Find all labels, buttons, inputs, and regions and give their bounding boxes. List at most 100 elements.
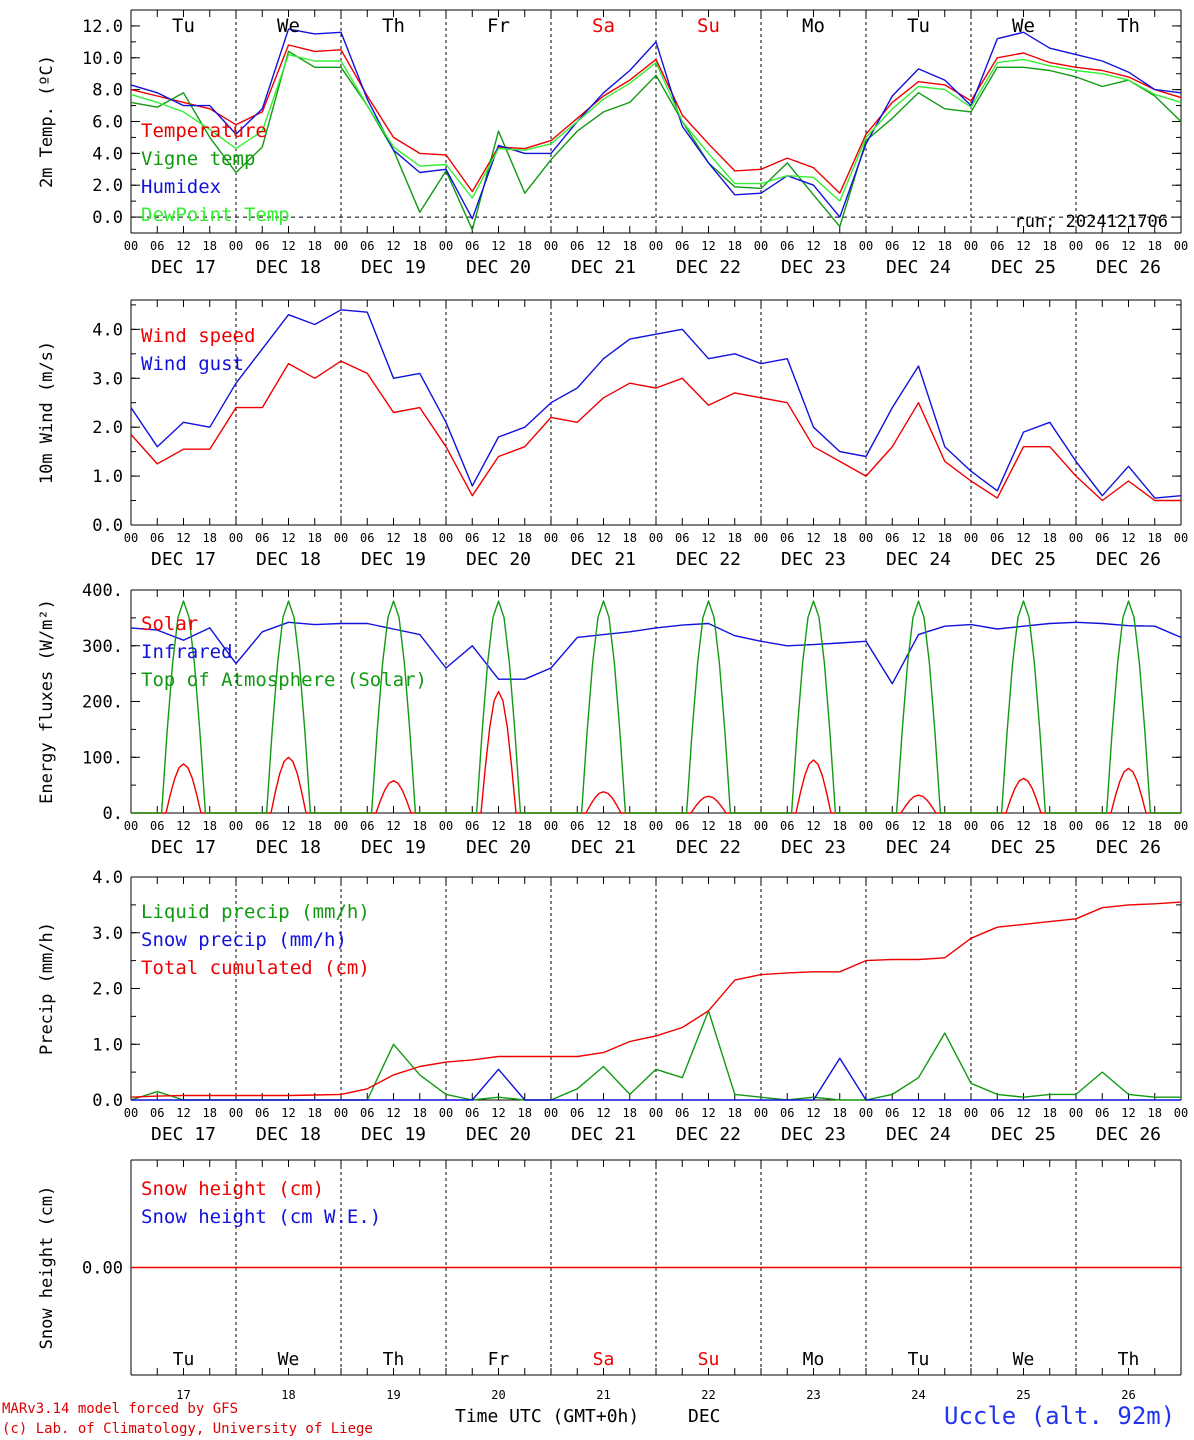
y-tick-label: 12.0 [82, 17, 123, 37]
hour-tick-label: 06 [990, 239, 1004, 253]
y-tick-label: 3.0 [92, 924, 123, 944]
hour-tick-label: 18 [518, 531, 532, 545]
hour-tick-label: 12 [386, 531, 400, 545]
hour-tick-label: 06 [885, 531, 899, 545]
hour-tick-label: 18 [308, 239, 322, 253]
legend-entry: Snow height (cm) [141, 1178, 324, 1200]
y-tick-label: 2.0 [92, 980, 123, 1000]
y-tick-label: 8.0 [92, 81, 123, 101]
hour-tick-label: 18 [728, 531, 742, 545]
day-abbr: We [1013, 1349, 1035, 1370]
hour-tick-label: 18 [518, 239, 532, 253]
panel-2: 00 06 12 18 DEC 17 00 06 12 18 DEC 18 00 06 12 18 DEC … [37, 299, 1188, 570]
day-number: 24 [911, 1388, 925, 1402]
series-snow-precip-mm-h [131, 1057, 1181, 1101]
date-label: DEC 22 [676, 1124, 741, 1145]
date-label: DEC 19 [361, 1124, 426, 1145]
hour-tick-label: 00 [964, 819, 978, 833]
day-number: 26 [1121, 1388, 1135, 1402]
credit-line-1: MARv3.14 model forced by GFS [2, 1401, 239, 1417]
hour-tick-label: 00 [439, 531, 453, 545]
x-axis-label: Time UTC (GMT+0h) [455, 1406, 640, 1427]
date-label: DEC 25 [991, 257, 1056, 278]
day-abbr: Th [383, 1349, 405, 1370]
y-axis-label: Precip (mm/h) [37, 922, 57, 1055]
series-top-of-atmosphere-solar [131, 600, 1181, 814]
hour-tick-label: 00 [229, 1106, 243, 1120]
hour-tick-label: 18 [203, 1106, 217, 1120]
hour-tick-label: 18 [938, 819, 952, 833]
day-number: 23 [806, 1388, 820, 1402]
y-axis-label: 10m Wind (m/s) [37, 341, 57, 484]
date-label: DEC 25 [991, 837, 1056, 858]
hour-tick-label: 12 [1121, 1106, 1135, 1120]
series-wind-gust [130, 309, 1182, 499]
hour-tick-label: 18 [728, 819, 742, 833]
hour-tick-label: 18 [518, 819, 532, 833]
hour-tick-label: 06 [150, 819, 164, 833]
series-total-cumulated-cm [130, 901, 1182, 1098]
y-tick-label: 0. [103, 804, 123, 824]
date-label: DEC 25 [991, 1124, 1056, 1145]
date-label: DEC 22 [676, 549, 741, 570]
hour-tick-label: 00 [1174, 1106, 1188, 1120]
day-abbr: Fr [487, 15, 510, 37]
hour-tick-label: 18 [623, 819, 637, 833]
date-label: DEC 19 [361, 257, 426, 278]
hour-tick-label: 00 [859, 239, 873, 253]
day-abbr: Mo [803, 1349, 825, 1370]
hour-tick-label: 00 [649, 239, 663, 253]
hour-tick-label: 18 [1148, 239, 1162, 253]
hour-tick-label: 00 [439, 1106, 453, 1120]
day-number: 18 [281, 1388, 295, 1402]
hour-tick-label: 18 [413, 531, 427, 545]
hour-tick-label: 12 [1121, 819, 1135, 833]
hour-tick-label: 12 [281, 531, 295, 545]
date-label: DEC 24 [886, 257, 951, 278]
y-tick-label: 1.0 [92, 467, 123, 487]
y-tick-label: 10.0 [82, 49, 123, 69]
hour-tick-label: 00 [754, 239, 768, 253]
hour-tick-label: 18 [623, 531, 637, 545]
month-label: DEC [688, 1406, 721, 1427]
day-abbr: Tu [907, 15, 930, 37]
day-abbr: Tu [908, 1349, 930, 1370]
hour-tick-label: 12 [911, 1106, 925, 1120]
hour-tick-label: 06 [465, 239, 479, 253]
hour-tick-label: 12 [281, 239, 295, 253]
hour-tick-label: 06 [150, 239, 164, 253]
hour-tick-label: 18 [623, 239, 637, 253]
hour-tick-label: 12 [176, 239, 190, 253]
hour-tick-label: 00 [1174, 239, 1188, 253]
date-label: DEC 25 [991, 549, 1056, 570]
hour-tick-label: 18 [833, 1106, 847, 1120]
day-abbr: Th [382, 15, 405, 37]
hour-tick-label: 06 [360, 531, 374, 545]
date-label: DEC 23 [781, 837, 846, 858]
series-wind-speed [130, 360, 1181, 502]
date-label: DEC 23 [781, 549, 846, 570]
date-label: DEC 18 [256, 1124, 321, 1145]
hour-tick-label: 18 [308, 819, 322, 833]
hour-tick-label: 06 [570, 819, 584, 833]
series-infrared [130, 621, 1182, 685]
date-label: DEC 21 [571, 1124, 636, 1145]
hour-tick-label: 00 [544, 239, 558, 253]
date-label: DEC 26 [1096, 837, 1161, 858]
day-abbr: Su [698, 1349, 720, 1370]
day-abbr: Th [1118, 1349, 1140, 1370]
hour-tick-label: 00 [649, 531, 663, 545]
y-axis-label: 2m Temp. (ºC) [37, 55, 57, 188]
hour-tick-label: 06 [1095, 819, 1109, 833]
hour-tick-label: 18 [203, 819, 217, 833]
series-liquid-precip-mm-h [130, 1010, 1181, 1101]
hour-tick-label: 18 [1043, 531, 1057, 545]
series-temperature [130, 44, 1182, 194]
hour-tick-label: 06 [885, 819, 899, 833]
date-label: DEC 26 [1096, 1124, 1161, 1145]
hour-tick-label: 06 [1095, 239, 1109, 253]
hour-tick-label: 00 [1069, 819, 1083, 833]
y-tick-label: 200. [82, 693, 123, 713]
hour-tick-label: 12 [911, 531, 925, 545]
